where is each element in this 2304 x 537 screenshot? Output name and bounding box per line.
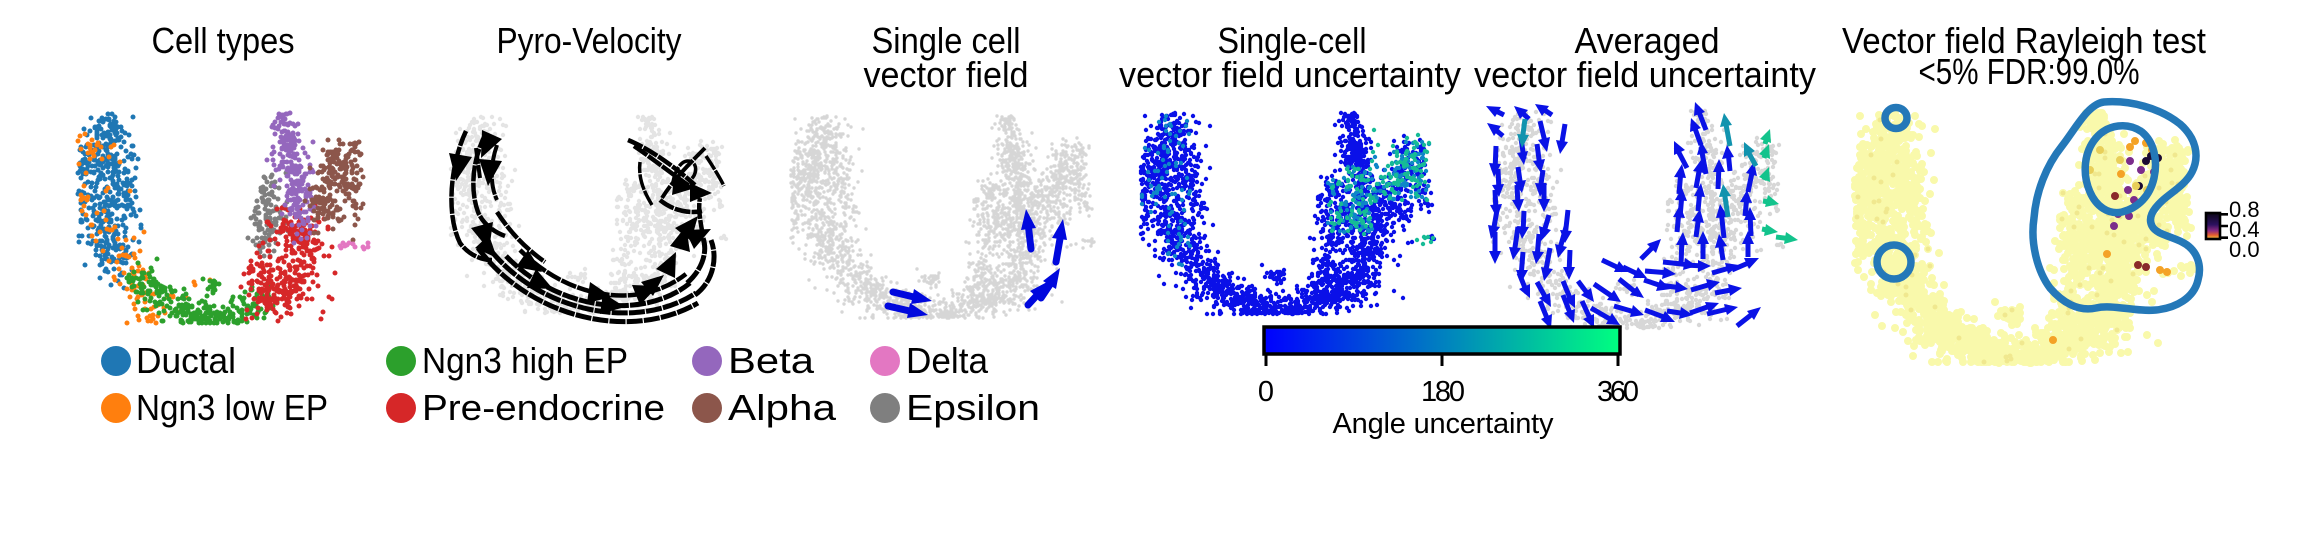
svg-text:vector field: vector field <box>864 54 1029 95</box>
svg-text:Ductal: Ductal <box>136 340 236 381</box>
svg-text:Angle uncertainty: Angle uncertainty <box>1333 408 1555 440</box>
svg-text:<5% FDR:99.0%: <5% FDR:99.0% <box>1919 51 2140 92</box>
svg-text:180: 180 <box>1421 376 1465 408</box>
svg-text:Averaged: Averaged <box>1575 20 1720 61</box>
svg-text:vector field uncertainty: vector field uncertainty <box>1474 54 1816 95</box>
svg-text:Pyro-Velocity: Pyro-Velocity <box>497 20 682 61</box>
svg-text:Pre-endocrine: Pre-endocrine <box>422 387 665 428</box>
svg-text:Ngn3 high EP: Ngn3 high EP <box>422 340 628 381</box>
svg-text:Vector field Rayleigh test: Vector field Rayleigh test <box>1842 20 2206 61</box>
svg-text:Beta: Beta <box>728 340 815 381</box>
svg-text:0.8: 0.8 <box>2229 197 2260 222</box>
svg-text:Epsilon: Epsilon <box>906 387 1040 428</box>
svg-text:0.0: 0.0 <box>2229 237 2260 262</box>
svg-text:Delta: Delta <box>906 340 989 381</box>
svg-text:vector field uncertainty: vector field uncertainty <box>1119 54 1461 95</box>
svg-text:Single cell: Single cell <box>872 20 1021 61</box>
svg-text:Cell types: Cell types <box>152 20 295 61</box>
svg-text:Ngn3 low EP: Ngn3 low EP <box>136 387 328 428</box>
svg-text:0.4: 0.4 <box>2229 217 2260 242</box>
svg-text:Alpha: Alpha <box>728 387 837 428</box>
svg-text:Single-cell: Single-cell <box>1218 20 1367 61</box>
svg-text:360: 360 <box>1597 376 1639 408</box>
svg-text:0: 0 <box>1258 376 1274 408</box>
